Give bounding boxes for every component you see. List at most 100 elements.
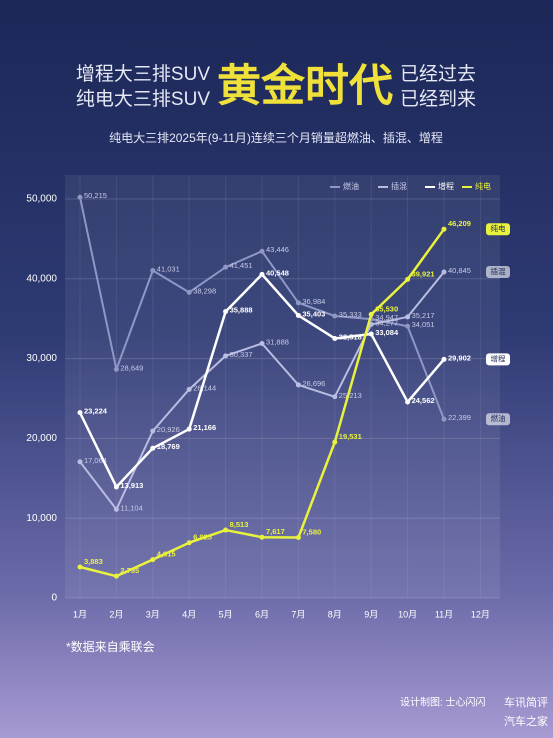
data-point [332,313,338,319]
data-label: 34,947 [375,313,398,322]
header-text: 纯电大三排SUV [76,88,210,110]
data-point [150,557,156,563]
data-point [77,194,83,200]
data-point [186,426,192,432]
end-tag-box [486,413,510,426]
data-label: 23,224 [84,407,108,416]
y-tick-label: 30,000 [26,353,57,364]
data-point [441,269,447,275]
source: *数据来自乘联会 [66,639,155,654]
data-point [259,340,265,346]
data-point [223,309,229,315]
data-label: 4,815 [157,550,176,559]
data-label: 7,580 [302,527,321,536]
data-point [150,445,156,451]
data-label: 41,451 [230,261,253,270]
header-highlight: 黄金时代 [217,62,393,111]
header-text: 已经过去 [400,63,476,85]
data-label: 18,769 [157,442,180,451]
legend-label: 增程 [438,181,454,191]
data-label: 3,883 [84,557,103,566]
data-label: 19,531 [339,432,362,441]
data-point [295,300,301,306]
data-point [186,289,192,295]
data-point [295,382,301,388]
end-tag-label: 燃油 [491,413,506,423]
data-point [332,394,338,400]
data-point [295,312,301,318]
y-tick-label: 0 [51,593,57,604]
data-label: 33,084 [375,328,399,337]
data-label: 50,215 [84,191,107,200]
legend-label: 燃油 [343,181,359,191]
x-tick-label: 1月 [73,609,87,619]
data-point [332,439,338,445]
data-point [441,226,447,232]
data-point [368,311,374,317]
x-tick-label: 9月 [364,609,378,619]
data-point [223,527,229,533]
data-point [295,535,301,541]
end-tag-box [486,266,510,279]
end-tag-box [486,353,510,366]
data-point [405,314,411,320]
x-tick-label: 6月 [255,609,269,619]
x-tick-label: 10月 [398,609,417,619]
x-tick-label: 3月 [146,609,160,619]
end-tag-label: 增程 [491,353,506,363]
data-label: 2,735 [120,566,139,575]
data-point [332,335,338,341]
data-label: 35,333 [339,310,362,319]
x-tick-label: 12月 [471,609,490,619]
data-point [113,484,119,490]
data-label: 25,213 [339,391,362,400]
data-point [368,331,374,337]
y-tick-label: 50,000 [26,194,57,205]
legend-label: 插混 [391,181,407,191]
data-label: 40,548 [266,268,289,277]
data-point [223,264,229,270]
end-tag-label: 纯电 [491,223,506,233]
end-tag-box [486,223,510,236]
data-label: 41,031 [157,265,180,274]
data-label: 38,298 [193,286,216,295]
data-label: 29,902 [448,353,471,362]
data-point [259,248,265,254]
data-point [405,399,411,405]
data-point [77,459,83,465]
data-label: 11,104 [120,503,142,512]
data-label: 28,649 [120,363,143,372]
data-label: 35,403 [302,309,325,318]
data-label: 17,064 [84,456,107,465]
data-label: 34,277 [375,318,398,327]
data-label: 34,051 [412,320,435,329]
data-point [186,386,192,392]
credit: 设计制图: 士心闪闪 [400,696,486,709]
header-text: 已经到来 [400,88,476,110]
data-point [223,353,229,359]
data-label: 35,530 [375,304,398,313]
data-point [77,410,83,416]
data-label: 39,921 [412,269,435,278]
data-point [405,276,411,282]
data-label: 43,446 [266,245,289,254]
data-point [259,534,265,540]
y-tick-label: 40,000 [26,273,57,284]
end-tag-label: 插混 [491,266,506,276]
subtitle: 纯电大三排2025年(9-11月)连续三个月销量超燃油、插混、增程 [109,130,443,145]
data-label: 7,617 [266,527,285,536]
x-tick-label: 11月 [435,609,453,619]
watermark: 汽车之家 [504,714,548,728]
data-label: 35,888 [230,306,253,315]
data-label: 8,513 [230,520,249,529]
data-point [186,540,192,546]
data-label: 46,209 [448,219,471,228]
data-label: 31,888 [266,337,289,346]
plot-area [65,175,500,598]
data-label: 24,562 [412,396,435,405]
y-tick-label: 10,000 [26,513,57,524]
data-label: 36,984 [302,297,325,306]
data-point [150,268,156,274]
